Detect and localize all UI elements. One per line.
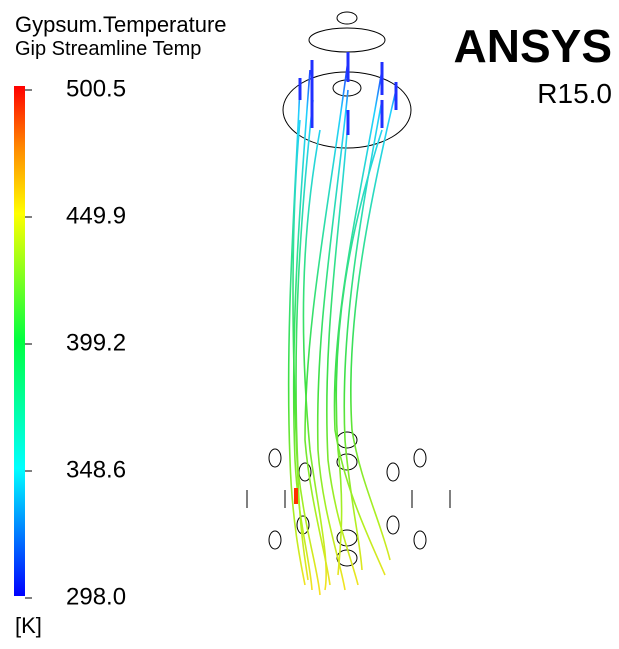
- hot-spot: [294, 488, 298, 504]
- legend-title: Gypsum.Temperature: [15, 12, 227, 37]
- legend-subtitle: Gip Streamline Temp: [15, 38, 201, 60]
- color-bar-ticks: 500.5 449.9 399.2 348.6 298.0: [25, 75, 126, 610]
- logo-name: ANSYS: [454, 20, 612, 72]
- tick-label: 298.0: [66, 583, 126, 610]
- tick-label: 449.9: [66, 202, 126, 229]
- logo-version: R15.0: [537, 78, 612, 109]
- color-bar: [14, 86, 25, 596]
- legend-unit: [K]: [15, 613, 42, 638]
- viewport: Gypsum.Temperature Gip Streamline Temp 5…: [0, 0, 619, 644]
- streamlines: [289, 60, 396, 595]
- tick-label: 399.2: [66, 329, 126, 356]
- tick-label: 348.6: [66, 456, 126, 483]
- tick-label: 500.5: [66, 75, 126, 102]
